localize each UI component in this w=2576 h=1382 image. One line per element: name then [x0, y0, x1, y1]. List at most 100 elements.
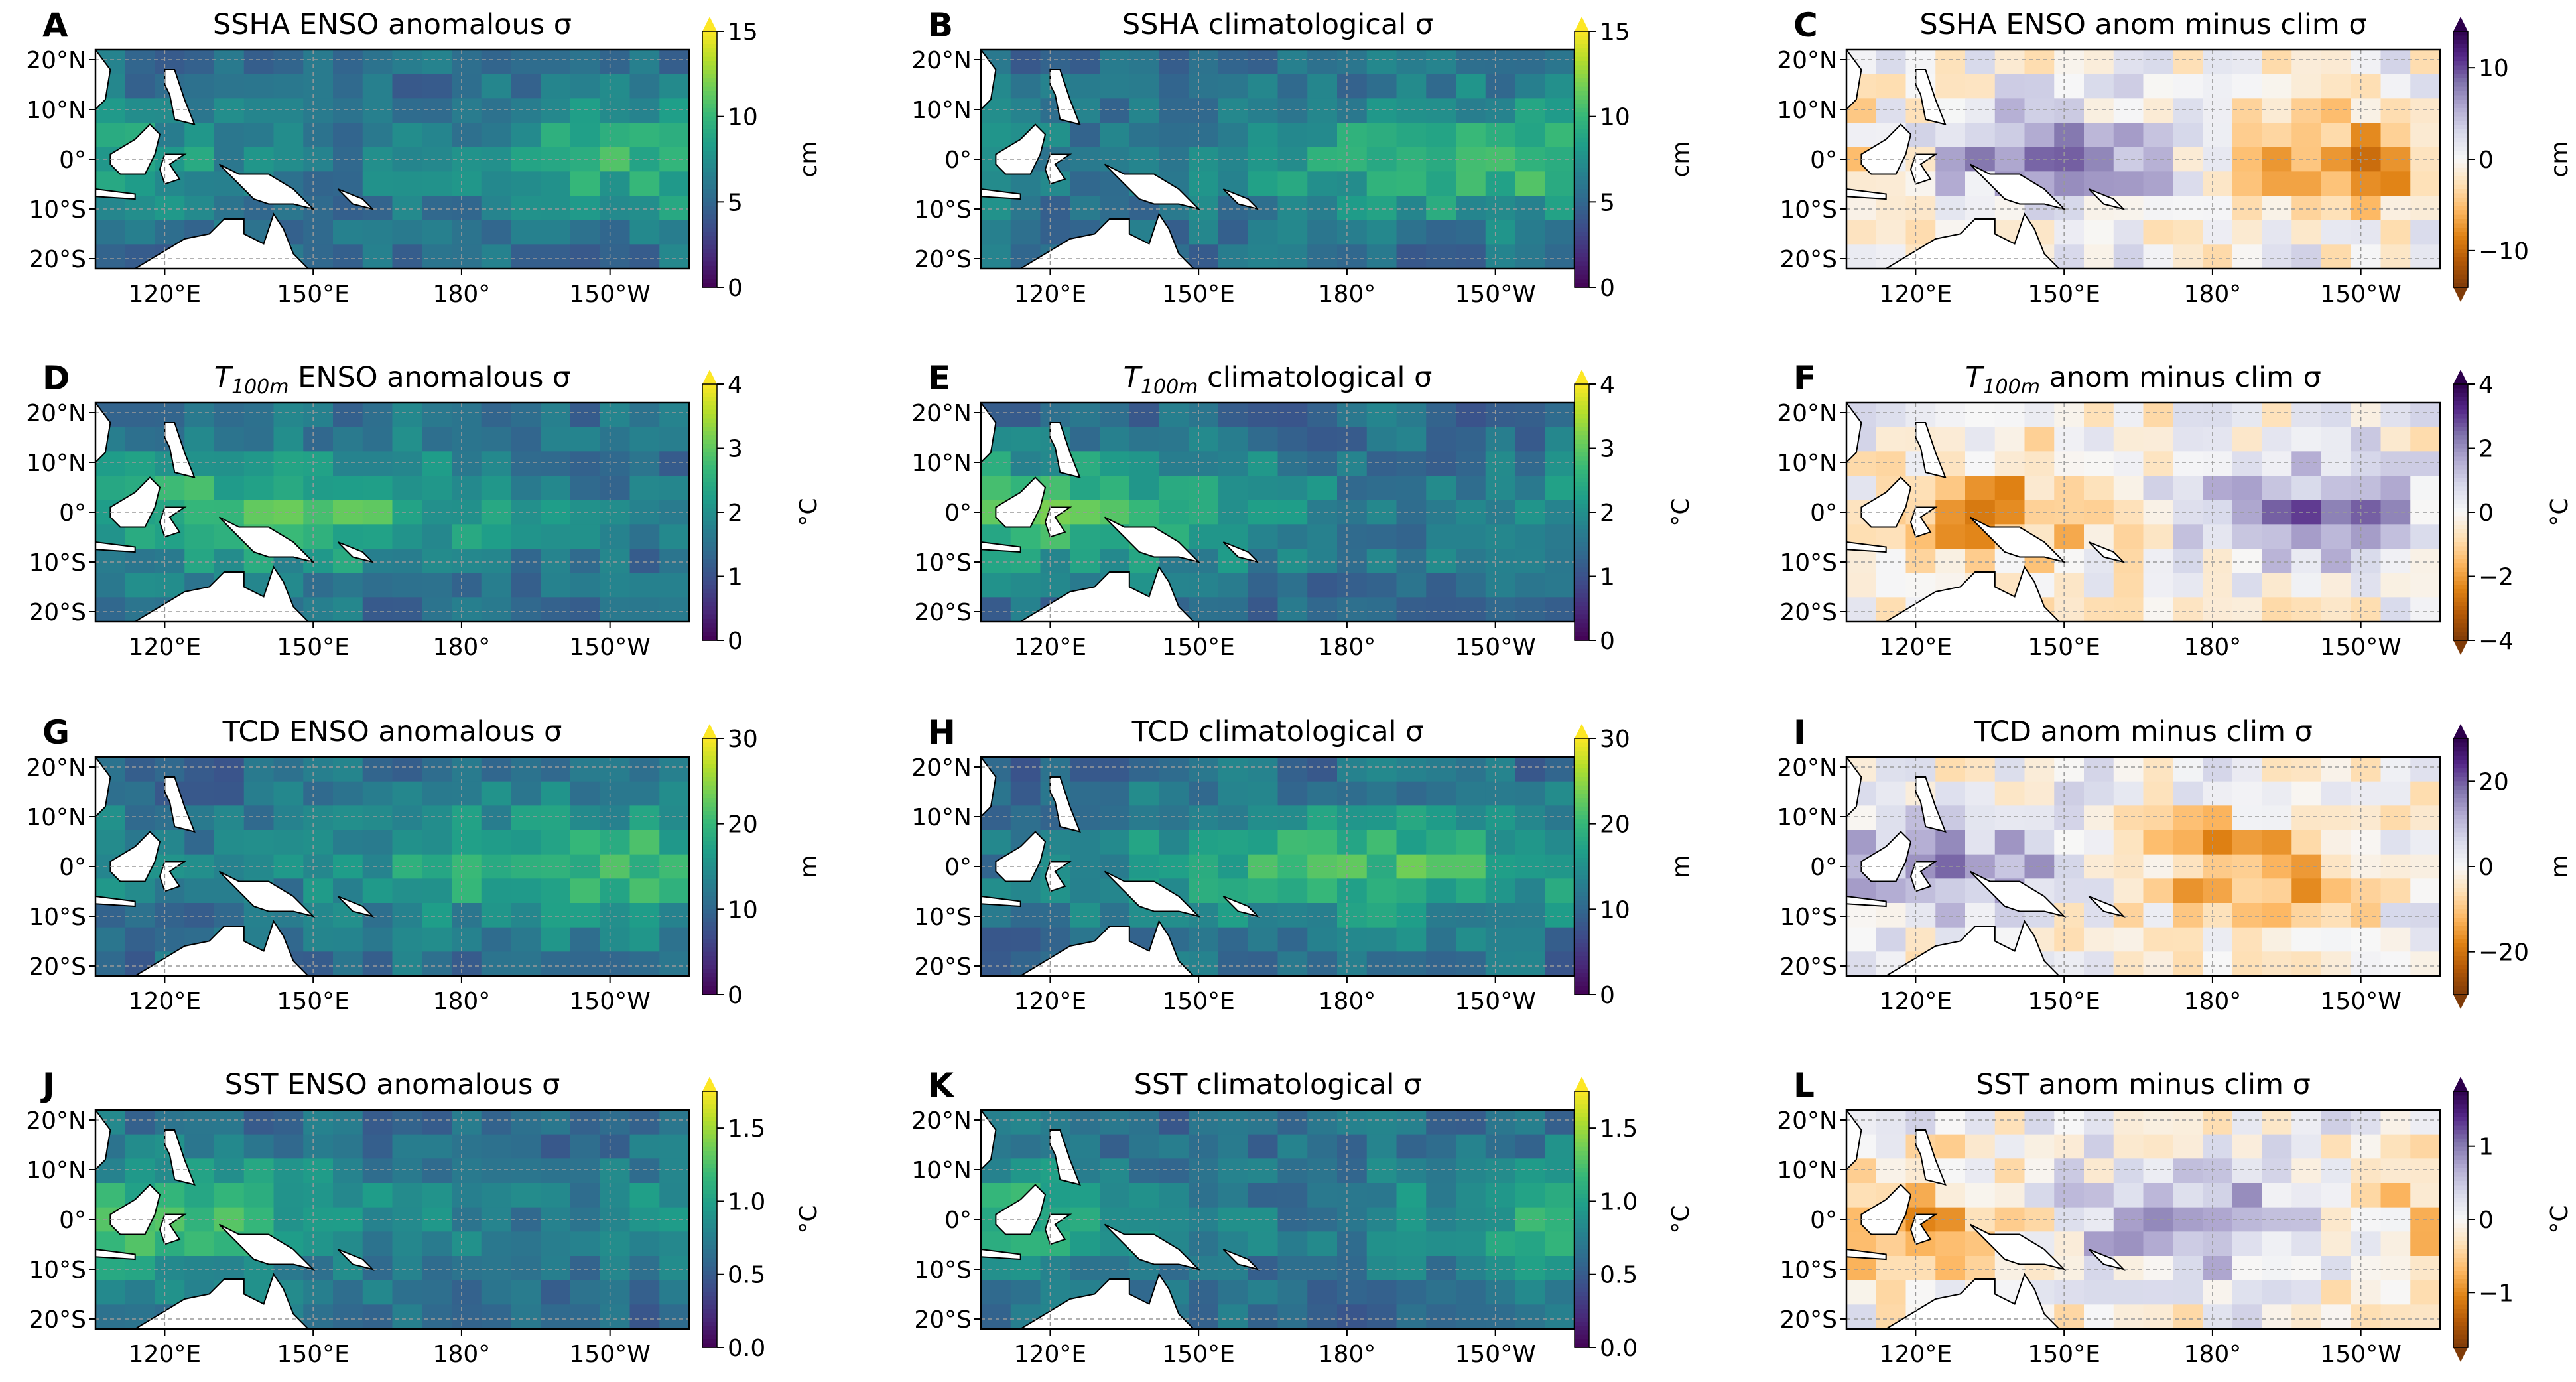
colorbar-tick-label: 0 [1600, 275, 1615, 302]
heatmap-cell [1456, 1158, 1486, 1184]
heatmap-cell [333, 403, 363, 428]
colorbar-segment [702, 422, 717, 428]
heatmap-cell [184, 903, 215, 928]
heatmap-cell [333, 98, 363, 123]
xtick-label: 180° [2184, 634, 2242, 661]
colorbar-segment [702, 588, 717, 594]
colorbar-segment [702, 819, 717, 825]
heatmap-cell [481, 244, 512, 269]
colorbar-segment [1575, 1292, 1589, 1297]
heatmap-cell [333, 1280, 363, 1305]
colorbar-segment [2453, 414, 2468, 419]
heatmap-cell [600, 1256, 631, 1281]
colorbar-segment [702, 210, 717, 216]
heatmap-cell [2173, 951, 2203, 977]
colorbar-segment [1575, 401, 1589, 406]
colorbar-segment [2453, 504, 2468, 509]
heatmap-cell [2410, 98, 2441, 123]
heatmap-cell [1545, 427, 1575, 452]
heatmap-cell [511, 220, 541, 245]
coastlines [981, 1110, 1260, 1329]
heatmap-cell [1129, 805, 1160, 831]
colorbar-segment [1575, 167, 1589, 173]
heatmap-cell [2054, 98, 2085, 123]
heatmap-cell [303, 1231, 334, 1257]
colorbar-segment [2453, 755, 2468, 760]
colorbar-segment [2453, 853, 2468, 859]
heatmap-cell [1456, 476, 1486, 501]
heatmap-cell [2024, 98, 2055, 123]
heatmap-cell [1189, 1110, 1219, 1135]
colorbar-segment [1575, 1223, 1589, 1229]
gridlines [96, 1110, 689, 1329]
heatmap-cell [422, 549, 452, 574]
colorbar-segment [702, 794, 717, 799]
land-polygon [159, 1213, 187, 1245]
colorbar-segment [2453, 142, 2468, 147]
heatmap-cell [1337, 427, 1368, 452]
heatmap-cell [2410, 927, 2441, 952]
heatmap-cell [362, 74, 393, 99]
heatmap-cell [1545, 927, 1575, 952]
heatmap-cell [125, 403, 156, 428]
heatmap-cell [333, 597, 363, 622]
heatmap-cell [1159, 805, 1189, 831]
heatmap-cell [481, 878, 512, 904]
heatmap-cell [1485, 597, 1516, 622]
heatmap-cell [125, 805, 156, 831]
coastlines [96, 403, 375, 622]
heatmap-cell [2232, 1110, 2263, 1135]
heatmap-cell [1515, 244, 1545, 269]
colorbar-segment [702, 137, 717, 143]
colorbar-segment [702, 567, 717, 573]
heatmap-cell [2113, 427, 2144, 452]
colorbar-segment [1575, 1091, 1589, 1097]
heatmap-cell [1307, 951, 1338, 977]
colorbar-segment [702, 900, 717, 906]
colorbar-segment [1575, 227, 1589, 233]
heatmap-cell [2203, 1183, 2233, 1208]
colorbar-tick-label: 0 [2479, 854, 2494, 881]
heatmap-cell [2143, 878, 2173, 904]
heatmap-cell [2203, 524, 2233, 549]
heatmap-cell [1159, 1110, 1189, 1135]
heatmap-cell [2262, 1183, 2292, 1208]
heatmap-cell [333, 244, 363, 269]
colorbar-segment [702, 1108, 717, 1113]
colorbar-segment [702, 227, 717, 233]
heatmap-cell [2380, 196, 2411, 221]
colorbar-segment [702, 1292, 717, 1297]
heatmap-cell [1277, 927, 1308, 952]
xtick-label: 120°E [1880, 281, 1952, 308]
colorbar-segment [2453, 249, 2468, 254]
colorbar-tick-label: −20 [2479, 939, 2529, 967]
heatmap-cell [2380, 1134, 2411, 1159]
ytick-label: 10°N [1777, 450, 1837, 477]
ytick-label: 20°N [1777, 1107, 1837, 1135]
heatmap-cell [1189, 220, 1219, 245]
heatmap-cell [243, 1158, 275, 1184]
heatmap-cell [2380, 524, 2411, 549]
heatmap-cell [570, 573, 601, 598]
colorbar-segment [1575, 870, 1589, 876]
heatmap-cell [659, 927, 690, 952]
heatmap-cell [1307, 244, 1338, 269]
heatmap-cell [2232, 878, 2263, 904]
heatmap-cell [1485, 50, 1516, 75]
heatmap-cell [2232, 123, 2263, 148]
colorbar-tick-label: 3 [1600, 436, 1615, 463]
heatmap-cell [2143, 597, 2173, 622]
heatmap-cell [362, 1110, 393, 1135]
heatmap-cell [2380, 597, 2411, 622]
heatmap-cell [659, 427, 690, 452]
heatmap-cell [981, 903, 1011, 928]
colorbar-segment [2453, 444, 2468, 449]
ytick-label: 0° [59, 854, 86, 881]
colorbar-segment [1575, 490, 1589, 496]
colorbar-segment [2453, 137, 2468, 143]
heatmap-cell [392, 50, 422, 75]
heatmap-cell [243, 757, 275, 782]
colorbar-segment [1575, 465, 1589, 470]
heatmap-cell [452, 1158, 482, 1184]
heatmap-cell [1277, 123, 1308, 148]
